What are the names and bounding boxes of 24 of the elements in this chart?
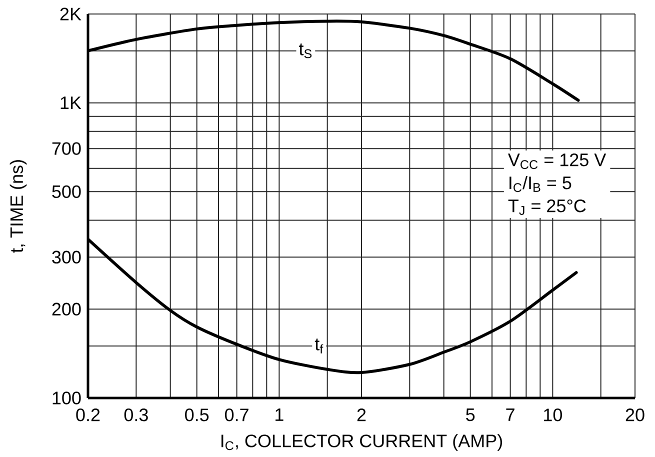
x-tick-label: 0.5 [185, 408, 209, 422]
y-tick-label: 200 [52, 302, 81, 316]
y-axis-title: t, TIME (ns) [10, 160, 27, 253]
x-tick-label: 2 [357, 408, 366, 422]
y-tick-label: 500 [52, 185, 81, 198]
x-tick-label: 1 [276, 408, 284, 421]
x-tick-label: 20 [626, 408, 644, 422]
y-tick-label: 300 [52, 250, 81, 264]
annotation: I$_{C}$/I$_{B}$ = 5 [510, 176, 572, 192]
x-tick-label: 0.2 [76, 408, 100, 422]
x-tick-label: 7 [506, 408, 514, 421]
x-tick-label: 0.3 [124, 408, 148, 422]
annotation: t$_{f}$ [314, 338, 324, 354]
y-tick-label: 2K [60, 8, 82, 20]
x-tick-label: 5 [466, 408, 475, 422]
annotation: T$_{J}$ = 25°C [508, 200, 586, 215]
annotation: V$_{CC}$ = 125 V [508, 154, 606, 170]
x-axis-title: I$_{C}$, COLLECTOR CURRENT (AMP) [222, 434, 502, 451]
y-tick-label: 700 [52, 142, 81, 155]
y-tick-label: 100 [52, 392, 81, 404]
x-tick-label: 10 [544, 408, 562, 422]
x-tick-label: 0.7 [224, 408, 248, 422]
y-tick-label: 1K [60, 96, 82, 110]
annotation: t$_{S}$ [298, 44, 312, 58]
